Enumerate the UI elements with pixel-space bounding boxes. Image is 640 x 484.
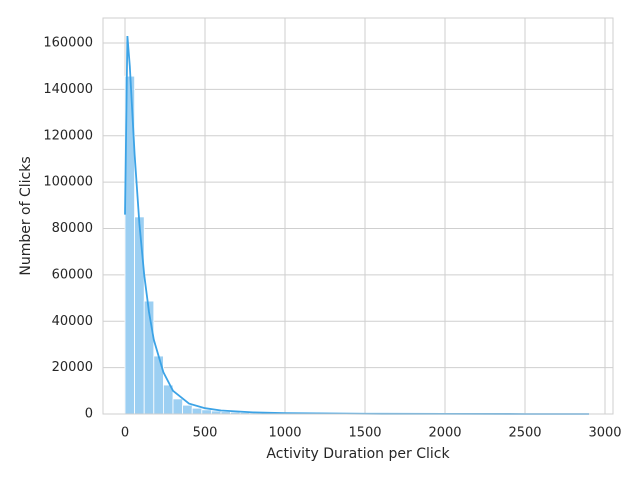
- x-axis-label: Activity Duration per Click: [266, 446, 450, 462]
- bar: [183, 405, 193, 414]
- y-tick-label: 20000: [52, 360, 93, 375]
- y-tick-label: 40000: [52, 314, 93, 329]
- y-tick-label: 0: [85, 407, 93, 422]
- x-tick-label: 2500: [508, 426, 541, 441]
- y-tick-label: 120000: [43, 128, 93, 143]
- y-tick-label: 80000: [52, 221, 93, 236]
- y-tick-label: 160000: [43, 36, 93, 51]
- bar: [173, 399, 183, 414]
- x-tick-label: 0: [121, 426, 129, 441]
- plot-frame: [103, 18, 613, 414]
- x-tick-label: 1500: [348, 426, 381, 441]
- x-tick-label: 1000: [268, 426, 301, 441]
- x-tick-label: 3000: [588, 426, 621, 441]
- y-tick-label: 60000: [52, 267, 93, 282]
- bar: [192, 408, 202, 414]
- bar: [202, 410, 212, 414]
- x-tick-label: 2000: [428, 426, 461, 441]
- x-tick-label: 500: [193, 426, 218, 441]
- bar: [144, 301, 154, 414]
- kde-line: [125, 36, 589, 414]
- y-axis-label: Number of Clicks: [18, 156, 34, 275]
- y-tick-label: 100000: [43, 175, 93, 190]
- y-tick-label: 140000: [43, 82, 93, 97]
- bar: [135, 217, 145, 414]
